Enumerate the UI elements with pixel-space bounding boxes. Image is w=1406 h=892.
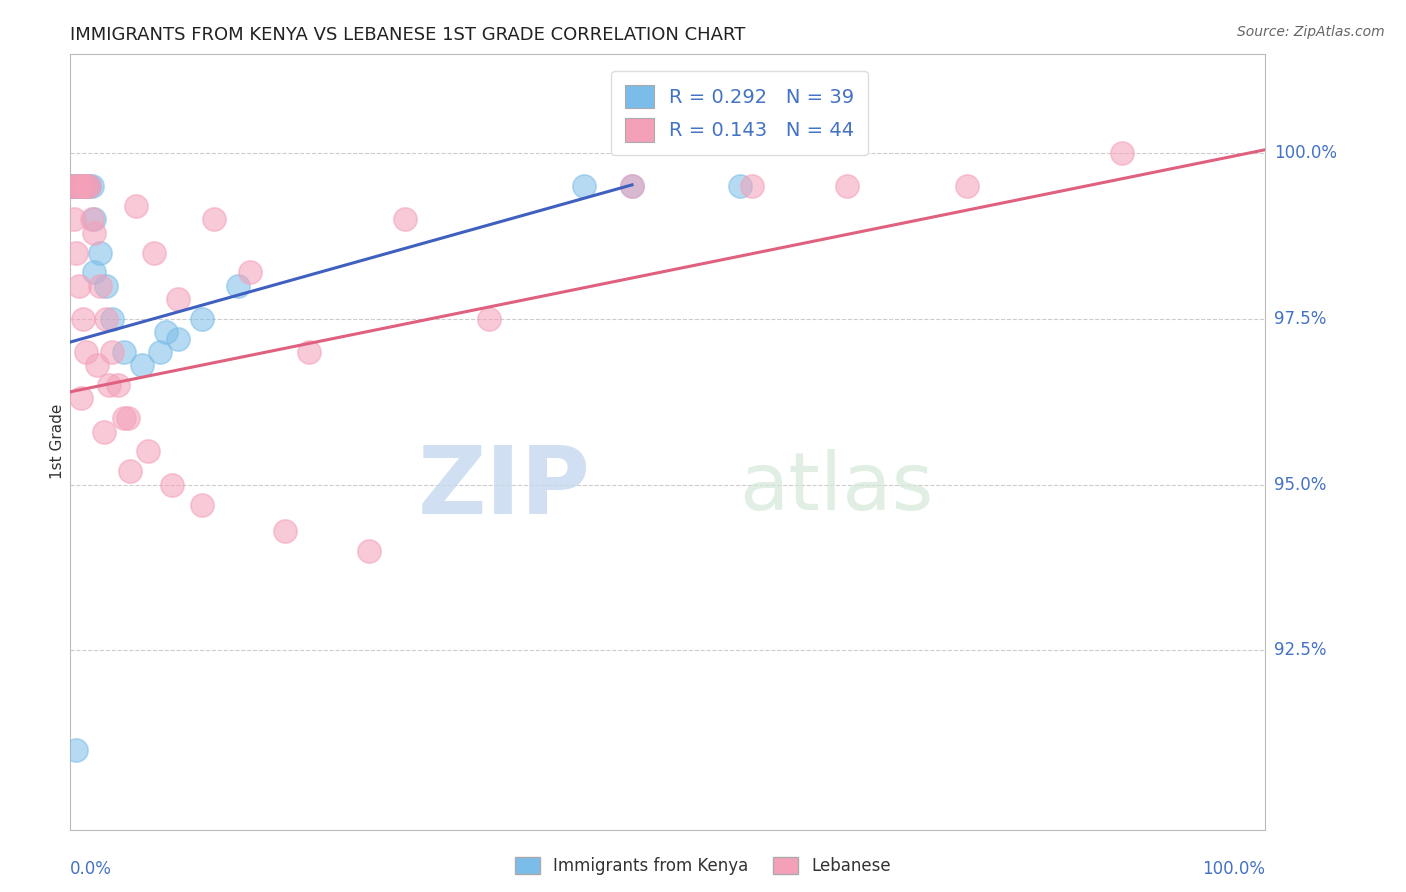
Point — [202, 212, 225, 227]
Point — [117, 411, 139, 425]
Point — [62, 179, 84, 194]
Point — [70, 179, 93, 194]
Point — [160, 477, 183, 491]
Text: 95.0%: 95.0% — [1274, 475, 1326, 493]
Point — [97, 378, 120, 392]
Point — [89, 245, 111, 260]
Text: Source: ZipAtlas.com: Source: ZipAtlas.com — [1237, 25, 1385, 39]
Y-axis label: 1st Grade: 1st Grade — [49, 404, 65, 479]
Point — [191, 311, 214, 326]
Point — [101, 345, 124, 359]
Point — [66, 179, 89, 194]
Point — [65, 179, 87, 194]
Point — [66, 179, 89, 194]
Point — [478, 311, 501, 326]
Point — [131, 358, 153, 372]
Text: ZIP: ZIP — [418, 442, 591, 534]
Point — [112, 345, 135, 359]
Point — [67, 179, 90, 194]
Point — [65, 245, 87, 260]
Point — [226, 278, 249, 293]
Point — [125, 199, 148, 213]
Point — [63, 179, 86, 194]
Point — [83, 212, 105, 227]
Point — [574, 179, 596, 194]
Point — [63, 179, 86, 194]
Point — [76, 179, 98, 194]
Point — [1111, 146, 1133, 161]
Point — [136, 444, 159, 458]
Point — [67, 179, 90, 194]
Point — [93, 425, 115, 439]
Point — [621, 179, 644, 194]
Point — [741, 179, 763, 194]
Point — [107, 378, 129, 392]
Point — [83, 226, 105, 240]
Point — [73, 179, 96, 194]
Text: IMMIGRANTS FROM KENYA VS LEBANESE 1ST GRADE CORRELATION CHART: IMMIGRANTS FROM KENYA VS LEBANESE 1ST GR… — [70, 26, 745, 44]
Point — [67, 179, 90, 194]
Point — [62, 179, 84, 194]
Point — [79, 179, 101, 194]
Point — [60, 179, 83, 194]
Legend: Immigrants from Kenya, Lebanese: Immigrants from Kenya, Lebanese — [508, 850, 898, 882]
Point — [167, 332, 190, 346]
Point — [62, 179, 84, 194]
Point — [76, 179, 98, 194]
Point — [728, 179, 751, 194]
Point — [83, 265, 105, 279]
Text: 100.0%: 100.0% — [1274, 144, 1337, 162]
Point — [837, 179, 859, 194]
Point — [149, 345, 172, 359]
Point — [70, 392, 93, 406]
Point — [96, 311, 118, 326]
Point — [73, 179, 96, 194]
Point — [69, 179, 91, 194]
Point — [86, 358, 108, 372]
Point — [89, 278, 111, 293]
Point — [69, 179, 91, 194]
Point — [143, 245, 166, 260]
Text: 100.0%: 100.0% — [1202, 860, 1265, 878]
Text: 92.5%: 92.5% — [1274, 641, 1326, 659]
Point — [120, 464, 141, 478]
Point — [359, 544, 381, 558]
Point — [80, 212, 103, 227]
Point — [65, 743, 87, 757]
Point — [274, 524, 297, 538]
Point — [67, 278, 90, 293]
Point — [70, 179, 93, 194]
Point — [75, 345, 97, 359]
Point — [96, 278, 118, 293]
Point — [956, 179, 979, 194]
Point — [101, 311, 124, 326]
Point — [63, 179, 86, 194]
Point — [112, 411, 135, 425]
Point — [239, 265, 262, 279]
Point — [80, 179, 103, 194]
Point — [72, 311, 94, 326]
Point — [69, 179, 91, 194]
Point — [70, 179, 93, 194]
Point — [167, 292, 190, 306]
Point — [621, 179, 644, 194]
Text: 97.5%: 97.5% — [1274, 310, 1326, 328]
Point — [66, 179, 89, 194]
Text: atlas: atlas — [740, 449, 934, 527]
Point — [65, 179, 87, 194]
Point — [72, 179, 94, 194]
Point — [63, 179, 86, 194]
Point — [298, 345, 321, 359]
Legend: R = 0.292   N = 39, R = 0.143   N = 44: R = 0.292 N = 39, R = 0.143 N = 44 — [612, 71, 868, 155]
Point — [155, 325, 177, 339]
Point — [70, 179, 93, 194]
Text: 0.0%: 0.0% — [70, 860, 112, 878]
Point — [79, 179, 101, 194]
Point — [63, 212, 86, 227]
Point — [191, 498, 214, 512]
Point — [394, 212, 416, 227]
